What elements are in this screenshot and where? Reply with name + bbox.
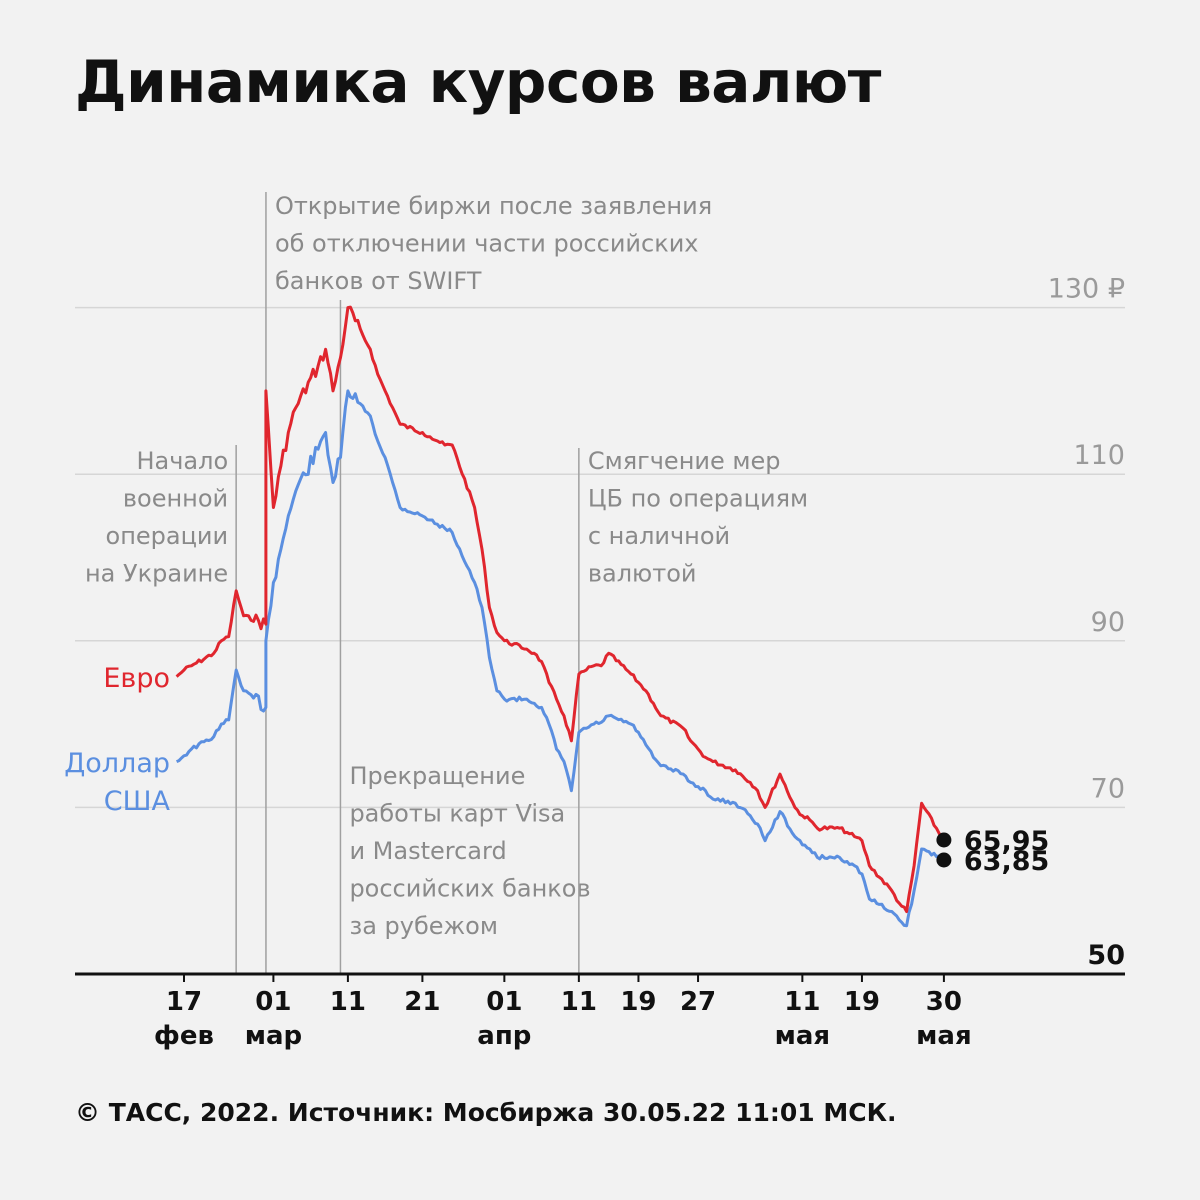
source-footer: © ТАСС, 2022. Источник: Мосбиржа 30.05.2… bbox=[75, 1098, 897, 1127]
annotation-text: за рубежом bbox=[349, 912, 498, 940]
y-tick-label: 50 bbox=[1087, 940, 1125, 971]
x-axis: 17 фев 01 мар 11 21 01 апр 11 19 27 11 мая 19 30 мая bbox=[75, 972, 1125, 1051]
y-tick-label: 70 bbox=[1091, 773, 1125, 804]
x-tick-month: мар bbox=[245, 1021, 302, 1051]
y-tick-label: 90 bbox=[1091, 607, 1125, 638]
annotation-text: Открытие биржи после заявления bbox=[275, 192, 712, 220]
y-tick-label: 110 bbox=[1073, 440, 1125, 471]
annotation-text: валютой bbox=[588, 560, 697, 588]
annotation-text: об отключении части российских bbox=[275, 230, 699, 258]
annotation-text: Начало bbox=[136, 447, 228, 475]
annotation-text: и Mastercard bbox=[349, 837, 506, 865]
annotation-text: работы карт Visa bbox=[349, 800, 565, 828]
x-tick-day: 11 bbox=[784, 987, 820, 1017]
legend-usd: Доллар bbox=[64, 748, 170, 779]
annotations: Начало военной операции на Украине Открытие … bbox=[85, 192, 808, 974]
x-tick-day: 01 bbox=[255, 987, 291, 1017]
x-tick-month: мая bbox=[775, 1021, 831, 1051]
series-lines bbox=[175, 305, 945, 928]
annotation-text: Смягчение мер bbox=[588, 447, 781, 475]
x-tick-day: 21 bbox=[404, 987, 440, 1017]
annotation-text: ЦБ по операциям bbox=[588, 485, 808, 513]
series-line bbox=[175, 305, 945, 913]
legend-usd: США bbox=[104, 786, 171, 817]
annotation-text: Прекращение bbox=[349, 762, 525, 790]
legend-euro: Евро bbox=[103, 663, 170, 694]
end-value-label: 63,85 bbox=[964, 846, 1049, 877]
x-tick-day: 17 bbox=[166, 987, 202, 1017]
x-tick-month: фев bbox=[154, 1021, 214, 1051]
annotation-text: с наличной bbox=[588, 522, 730, 550]
x-tick-day: 27 bbox=[680, 987, 716, 1017]
end-value-label: 65,95 bbox=[964, 826, 1049, 857]
end-dot bbox=[936, 852, 952, 868]
x-tick-day: 19 bbox=[620, 987, 656, 1017]
end-dot bbox=[936, 832, 952, 848]
x-tick-month: мая bbox=[916, 1021, 972, 1051]
grid-lines bbox=[75, 306, 1125, 809]
x-tick-day: 01 bbox=[486, 987, 522, 1017]
y-axis-labels: 130 ₽ 110 90 70 50 bbox=[1048, 274, 1125, 971]
x-tick-day: 30 bbox=[926, 987, 962, 1017]
chart-title: Динамика курсов валют bbox=[75, 48, 881, 116]
series-labels: Евро Доллар США bbox=[64, 663, 170, 817]
annotation-text: российских банков bbox=[349, 875, 590, 903]
annotation-text: операции bbox=[106, 522, 229, 550]
x-tick-day: 11 bbox=[330, 987, 366, 1017]
annotation-text: банков от SWIFT bbox=[275, 267, 482, 295]
annotation-text: военной bbox=[123, 485, 228, 513]
x-tick-month: апр bbox=[477, 1021, 531, 1051]
x-tick-day: 19 bbox=[844, 987, 880, 1017]
annotation-text: на Украине bbox=[85, 560, 228, 588]
x-tick-day: 11 bbox=[561, 987, 597, 1017]
y-tick-label: 130 ₽ bbox=[1048, 274, 1125, 305]
series-line bbox=[176, 389, 945, 928]
